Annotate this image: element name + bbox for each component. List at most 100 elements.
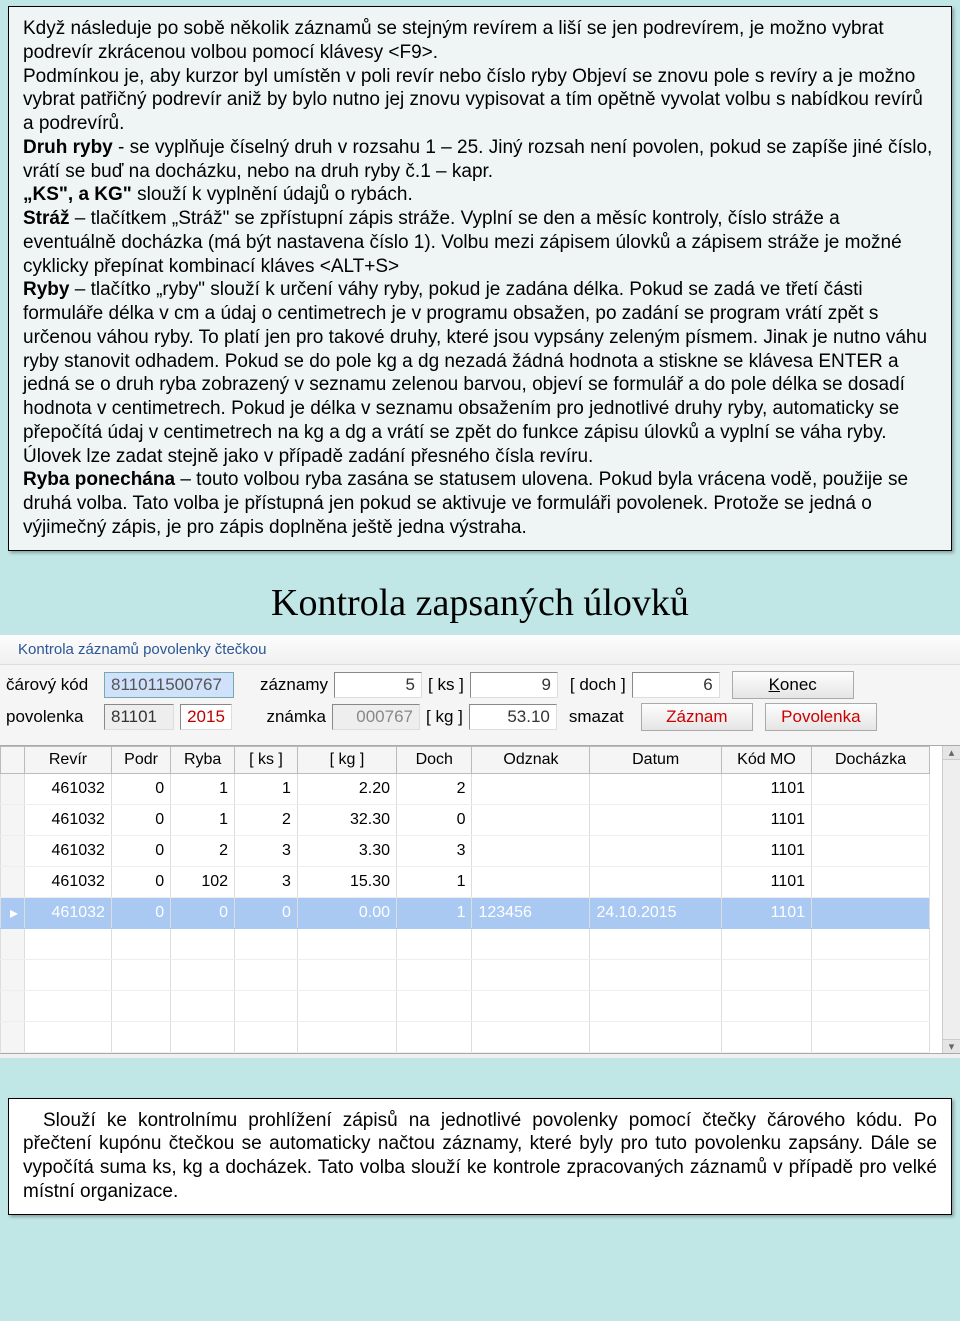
col-header[interactable]: Kód MO [721,746,811,773]
cell-empty [812,1021,930,1052]
instruction-box-top: Když následuje po sobě několik záznamů s… [8,6,952,551]
scroll-down-icon[interactable]: ▾ [943,1039,960,1053]
cell-datum [590,804,721,835]
cell-doch: 0 [397,804,472,835]
para4-bold: „KS", a KG" [23,184,132,205]
para-1: Když následuje po sobě několik záznamů s… [23,17,937,65]
records-table: RevírPodrRyba[ ks ][ kg ]DochOdznakDatum… [0,746,930,1053]
col-header[interactable]: Podr [111,746,170,773]
cell-revir: 461032 [25,897,112,928]
znamka-input[interactable]: 000767 [332,704,420,730]
cell-kod: 1101 [721,866,811,897]
para-5: Stráž – tlačítkem „Stráž" se zpřístupní … [23,207,937,278]
para3-bold: Druh ryby [23,137,113,158]
scrollbar[interactable]: ▴ ▾ [942,746,960,1053]
form-row-1: čárový kód 811011500767 záznamy 5 [ ks ]… [6,671,950,699]
scroll-up-icon[interactable]: ▴ [943,746,960,760]
cell-odznak [472,804,590,835]
para-6: Ryby – tlačítko „ryby" slouží k určení v… [23,278,937,468]
records-input[interactable]: 5 [334,672,422,698]
povolenka-button[interactable]: Povolenka [765,703,877,731]
scroll-track[interactable] [943,760,960,1039]
label-znamka: známka [246,707,326,727]
rowmark-cell [1,1021,25,1052]
ks-input[interactable]: 9 [470,672,558,698]
table-wrap: RevírPodrRyba[ ks ][ kg ]DochOdznakDatum… [0,745,960,1054]
table-head: RevírPodrRyba[ ks ][ kg ]DochOdznakDatum… [1,746,930,773]
cell-odznak [472,773,590,804]
rowmark-cell [1,804,25,835]
para-3: Druh ryby - se vyplňuje číselný druh v r… [23,136,937,184]
year-input[interactable]: 2015 [180,704,232,730]
cell-empty [397,1021,472,1052]
bottom-text: Slouží ke kontrolnímu prohlížení zápisů … [23,1110,937,1202]
cell-ryba: 0 [171,897,235,928]
label-doch-unit: [ doch ] [570,675,626,695]
cell-empty [297,928,396,959]
col-header[interactable]: [ ks ] [235,746,298,773]
cell-dochazka [812,835,930,866]
konec-button[interactable]: Konec [732,671,854,699]
table-row[interactable]: 4610320112.2021101 [1,773,930,804]
povolenka-input[interactable]: 81101 [104,704,174,730]
label-kg-unit: [ kg ] [426,707,463,727]
barcode-input[interactable]: 811011500767 [104,672,234,698]
rowmark-cell [1,866,25,897]
cell-empty [171,928,235,959]
cell-ks: 3 [235,866,298,897]
cell-empty [397,959,472,990]
cell-ks: 2 [235,804,298,835]
instruction-box-bottom: Slouží ke kontrolnímu prohlížení zápisů … [8,1098,952,1215]
cell-odznak [472,866,590,897]
para5-bold: Stráž [23,208,69,229]
label-barcode: čárový kód [6,675,98,695]
cell-empty [590,928,721,959]
cell-dochazka [812,773,930,804]
table-row[interactable]: 46103201232.3001101 [1,804,930,835]
rowmark-cell [1,990,25,1021]
cell-empty [472,990,590,1021]
cell-revir: 461032 [25,773,112,804]
col-header[interactable]: Docházka [812,746,930,773]
cell-odznak: 123456 [472,897,590,928]
cell-empty [297,1021,396,1052]
col-header[interactable]: Doch [397,746,472,773]
col-header[interactable]: Datum [590,746,721,773]
table-row[interactable]: 4610320102315.3011101 [1,866,930,897]
cell-podr: 0 [111,773,170,804]
cell-revir: 461032 [25,835,112,866]
konec-rest: onec [780,675,817,694]
cell-ks: 1 [235,773,298,804]
col-header[interactable]: Odznak [472,746,590,773]
cell-doch: 2 [397,773,472,804]
table-body: 4610320112.202110146103201232.3001101461… [1,773,930,1052]
para5-rest: – tlačítkem „Stráž" se zpřístupní zápis … [23,208,902,277]
cell-ryba: 102 [171,866,235,897]
table-row-empty [1,990,930,1021]
col-header[interactable]: Revír [25,746,112,773]
cell-datum: 24.10.2015 [590,897,721,928]
kg-input[interactable]: 53.10 [469,704,557,730]
cell-empty [235,928,298,959]
cell-kg: 15.30 [297,866,396,897]
para3-rest: - se vyplňuje číselný druh v rozsahu 1 –… [23,137,932,182]
cell-empty [812,959,930,990]
cell-doch: 3 [397,835,472,866]
table-row[interactable]: 4610320233.3031101 [1,835,930,866]
cell-ks: 3 [235,835,298,866]
cell-podr: 0 [111,866,170,897]
label-smazat: smazat [569,707,629,727]
table-row[interactable]: ▸4610320000.00112345624.10.20151101 [1,897,930,928]
cell-empty [590,990,721,1021]
cell-kg: 3.30 [297,835,396,866]
zaznam-button[interactable]: Záznam [641,703,753,731]
cell-empty [721,990,811,1021]
cell-empty [235,959,298,990]
doch-input[interactable]: 6 [632,672,720,698]
cell-ks: 0 [235,897,298,928]
cell-kod: 1101 [721,897,811,928]
col-header[interactable]: [ kg ] [297,746,396,773]
table-row-empty [1,1021,930,1052]
table-row-empty [1,928,930,959]
col-header[interactable]: Ryba [171,746,235,773]
